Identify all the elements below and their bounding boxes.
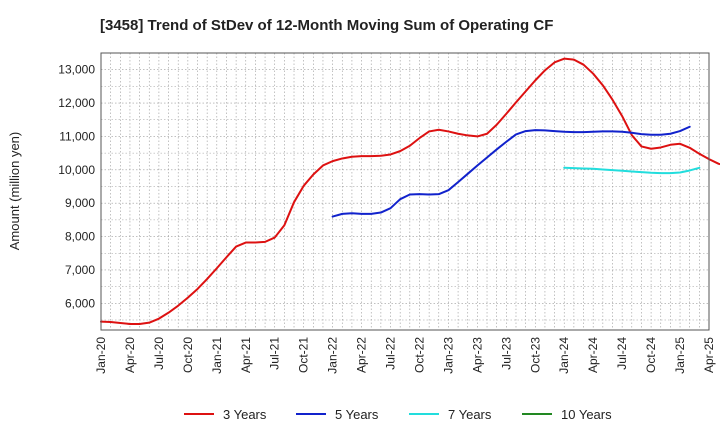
- x-tick-label: Oct-20: [181, 337, 195, 373]
- x-tick-label: Oct-23: [528, 337, 542, 373]
- y-tick-label: 10,000: [58, 163, 95, 177]
- x-tick-label: Apr-24: [586, 337, 600, 373]
- x-tick-label: Jan-20: [94, 337, 108, 374]
- legend: 3 Years 5 Years 7 Years 10 Years: [184, 407, 612, 422]
- chart-title: [3458] Trend of StDev of 12-Month Moving…: [100, 17, 553, 34]
- legend-label-5-years: 5 Years: [335, 407, 379, 422]
- series-line-3-years: [100, 57, 720, 325]
- series-line-5-years: [331, 125, 691, 218]
- y-tick-label: 13,000: [58, 63, 95, 77]
- y-tick-label: 9,000: [65, 196, 95, 210]
- series-line-7-years: [563, 166, 701, 175]
- x-tick-label: Jan-23: [441, 337, 455, 374]
- x-tick-label: Apr-22: [355, 337, 369, 373]
- x-tick-label: Apr-20: [123, 337, 137, 373]
- y-tick-label: 6,000: [65, 296, 95, 310]
- y-tick-label: 12,000: [58, 96, 95, 110]
- plot-frame: [100, 52, 710, 331]
- x-tick-label: Jan-21: [210, 337, 224, 374]
- x-tick-label: Jan-25: [673, 337, 687, 374]
- x-tick-label: Apr-25: [702, 337, 716, 373]
- plot-background: [101, 53, 709, 330]
- y-tick-label: 8,000: [65, 230, 95, 244]
- x-tick-label: Jul-24: [615, 337, 629, 370]
- x-tick-label: Jul-21: [268, 337, 282, 370]
- y-axis-label: Amount (million yen): [7, 132, 22, 251]
- x-tick-label: Jan-22: [326, 337, 340, 374]
- x-tick-label: Jul-22: [384, 337, 398, 370]
- x-tick-label: Jan-24: [557, 337, 571, 374]
- x-tick-label: Apr-23: [470, 337, 484, 373]
- x-tick-label: Oct-21: [297, 337, 311, 373]
- legend-label-7-years: 7 Years: [448, 407, 492, 422]
- legend-label-3-years: 3 Years: [223, 407, 267, 422]
- x-tick-label: Apr-21: [239, 337, 253, 373]
- x-tick-label: Jul-23: [499, 337, 513, 370]
- x-tick-label: Oct-22: [412, 337, 426, 373]
- plot-area: 6,000 7,000 8,000 9,000 10,000 11,000 12,000 13…: [58, 52, 720, 374]
- x-tick-label: Jul-20: [152, 337, 166, 370]
- y-tick-label: 7,000: [65, 263, 95, 277]
- legend-label-10-years: 10 Years: [561, 407, 612, 422]
- y-tick-label: 11,000: [59, 129, 95, 143]
- x-tick-label: Oct-24: [644, 337, 658, 373]
